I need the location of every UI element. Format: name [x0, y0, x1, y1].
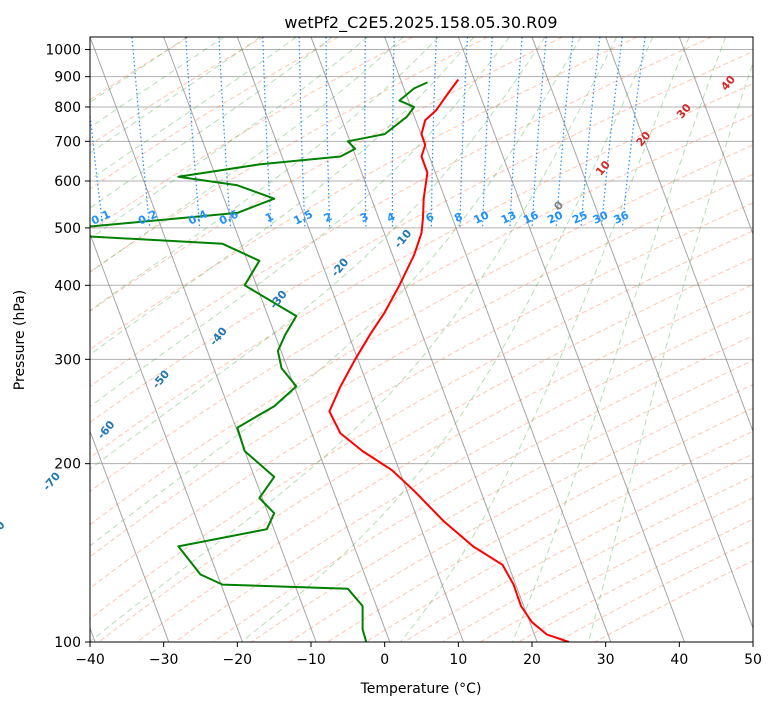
mixing-ratio-line — [90, 109, 104, 228]
y-tick-label: 300 — [54, 352, 81, 368]
mixing-ratio-line — [621, 37, 646, 228]
y-tick-label: 500 — [54, 221, 81, 237]
isotherm-line — [457, 37, 685, 642]
plot-area — [90, 37, 753, 642]
moist-adiabat-line — [90, 37, 510, 408]
x-tick-label: 10 — [449, 652, 467, 668]
x-tick-label: −20 — [223, 652, 253, 668]
x-tick-label: 30 — [597, 652, 615, 668]
x-tick-label: −40 — [75, 652, 105, 668]
isotherm-line — [90, 37, 317, 642]
isotherm-line — [163, 37, 391, 642]
dry-adiabat-line — [98, 257, 753, 642]
dry-adiabat-line — [90, 173, 753, 558]
dry-adiabat-line — [441, 475, 753, 642]
isotherm-line — [310, 37, 538, 642]
x-tick-label: 0 — [380, 652, 389, 668]
dry-adiabat-line — [90, 51, 753, 424]
y-tick-label: 700 — [54, 134, 81, 150]
x-axis-label: Temperature (°C) — [360, 681, 482, 697]
isotherm-line — [236, 37, 464, 642]
isotherm-line — [90, 429, 170, 642]
chart-title: wetPf2_C2E5.2025.158.05.30.R09 — [284, 13, 557, 33]
mixing-ratio-label: 16 — [521, 208, 541, 226]
x-tick-label: −30 — [149, 652, 179, 668]
isotherm-line — [531, 37, 753, 630]
moist-adiabat-line — [90, 37, 475, 356]
dry-adiabat-line — [90, 202, 753, 589]
moist-adiabat-line — [90, 37, 225, 129]
dry-adiabat-line — [90, 37, 414, 232]
moist-adiabat-line — [90, 37, 333, 209]
background-lines — [90, 37, 753, 642]
temperature-profile-line — [328, 78, 570, 642]
dry-adiabat-label: -70 — [40, 469, 63, 493]
dry-adiabat-line — [327, 407, 753, 642]
x-tick-label: −10 — [296, 652, 326, 668]
y-tick-label: 1000 — [45, 43, 81, 59]
moist-adiabat-line — [240, 37, 654, 642]
moist-adiabat-line — [90, 37, 618, 642]
axes: −40 −30 −20 −10 0 10 20 30 40 50 100 200 300 400 500 60… — [45, 43, 762, 668]
plot-frame — [89, 36, 754, 643]
moist-adiabat-line — [90, 37, 369, 240]
mixing-ratio-label: 13 — [499, 209, 518, 227]
moist-adiabat-line — [90, 37, 404, 274]
mixing-ratio-label: 20 — [545, 208, 565, 226]
dry-adiabat-line — [174, 309, 753, 642]
y-axis-label: Pressure (hPa) — [12, 290, 28, 390]
y-tick-label: 400 — [54, 278, 81, 294]
isotherm-line — [752, 37, 753, 39]
profiles — [90, 78, 570, 642]
isotherm-line — [605, 37, 753, 433]
dry-adiabat-line — [90, 114, 753, 493]
mixing-ratio-line — [600, 37, 623, 228]
dry-adiabat-line — [480, 497, 753, 642]
mixing-ratio-line — [580, 37, 601, 228]
moist-adiabat-line — [90, 37, 261, 154]
dewpoint-profile-line — [90, 81, 428, 642]
mixing-ratio-label: 25 — [570, 209, 589, 227]
dry-adiabat-label: -80 — [0, 518, 8, 542]
mixing-ratio-label: 36 — [612, 208, 632, 226]
moist-adiabat-line — [90, 37, 546, 470]
moist-adiabat-line — [90, 37, 582, 547]
dry-adiabat-line — [212, 335, 753, 642]
isotherm-line — [678, 37, 753, 236]
dry-adiabat-line — [365, 430, 753, 642]
y-tick-label: 100 — [54, 635, 81, 651]
moist-adiabat-line — [90, 37, 297, 181]
dry-adiabat-line — [90, 144, 753, 526]
dry-adiabat-line — [90, 37, 638, 351]
y-tick-label: 900 — [54, 70, 81, 86]
x-tick-label: 50 — [744, 652, 762, 668]
y-tick-label: 800 — [54, 100, 81, 116]
moist-adiabat-line — [90, 37, 188, 103]
x-tick-label: 40 — [670, 652, 688, 668]
x-tick-label: 20 — [523, 652, 541, 668]
moist-adiabat-line — [511, 37, 727, 642]
dry-adiabat-line — [289, 383, 753, 642]
mixing-ratio-label: 10 — [472, 208, 492, 226]
moist-adiabat-line — [400, 37, 690, 642]
mixing-ratio-label: 30 — [591, 208, 611, 226]
y-tick-label: 600 — [54, 174, 81, 190]
dry-adiabat-line — [90, 37, 712, 388]
y-tick-label: 200 — [54, 457, 81, 473]
moist-adiabat-line — [588, 61, 753, 642]
